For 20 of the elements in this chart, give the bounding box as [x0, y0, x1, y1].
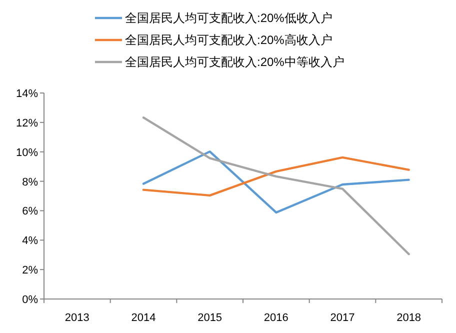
- legend-label: 全国居民人均可支配收入:20%高收入户: [125, 33, 332, 47]
- y-tick-label: 14%: [16, 88, 38, 100]
- y-tick-label: 0%: [22, 294, 38, 306]
- line-series: [142, 116, 410, 256]
- x-tick-label: 2013: [64, 312, 90, 324]
- line-series: [142, 156, 410, 197]
- legend-label: 全国居民人均可支配收入:20%中等收入户: [125, 55, 344, 69]
- y-tick-label: 4%: [22, 235, 38, 248]
- y-tick-label: 8%: [22, 176, 38, 188]
- y-tick-label: 2%: [22, 264, 38, 277]
- x-tick-label: 2017: [330, 312, 355, 324]
- y-tick-label: 12%: [16, 117, 38, 130]
- x-tick-label: 2016: [264, 312, 288, 324]
- x-tick-label: 2014: [131, 312, 156, 324]
- x-tick-label: 2015: [198, 312, 222, 324]
- x-tick-label: 2018: [396, 312, 422, 324]
- line-series: [142, 150, 410, 214]
- y-tick-label: 6%: [22, 206, 38, 218]
- legend-label: 全国居民人均可支配收入:20%低收入户: [125, 11, 332, 25]
- y-tick-label: 10%: [16, 146, 38, 159]
